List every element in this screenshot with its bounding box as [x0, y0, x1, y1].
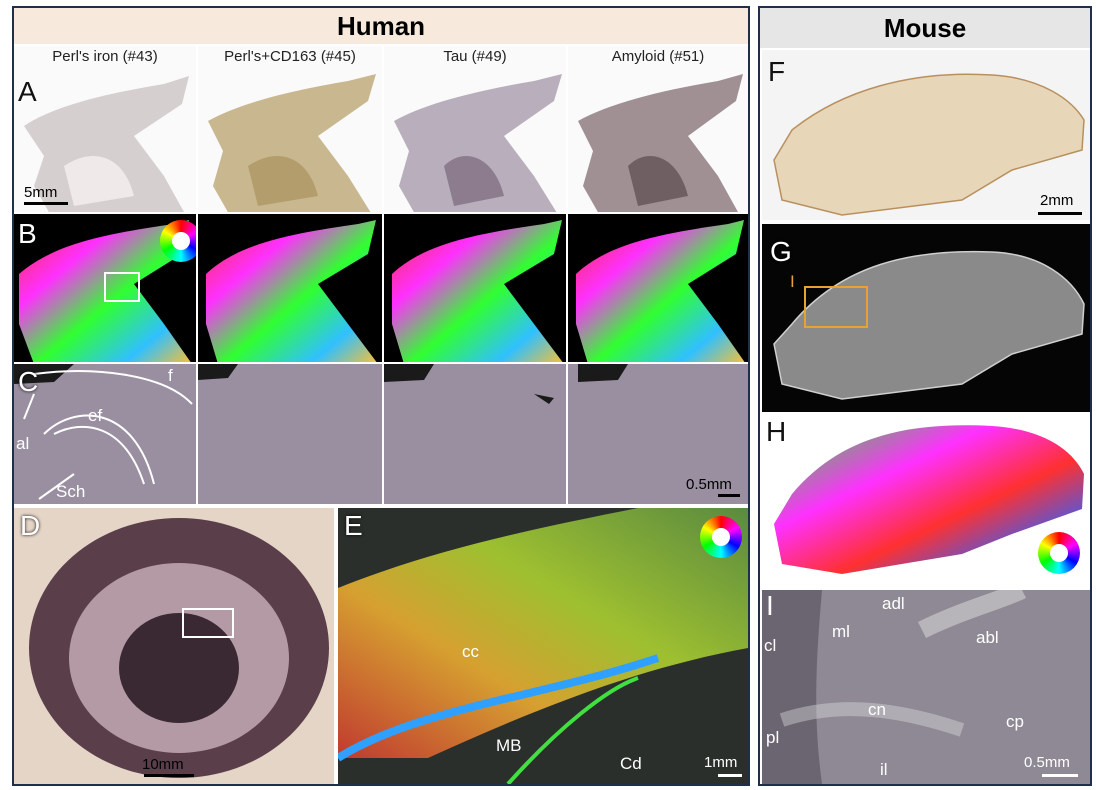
roi-box: [804, 286, 868, 328]
annotation-ml: ml: [832, 622, 850, 641]
annotation-al: al: [16, 434, 30, 453]
fiber-vector-field: [384, 364, 554, 404]
fiber-vector-field: [762, 590, 1027, 784]
panel-a-amyloid: Amyloid (#51): [568, 46, 748, 212]
scalebar-e: [718, 774, 742, 777]
tissue-section-image: [578, 74, 743, 212]
panel-e-corpus-callosum: E cc MB Cd 1mm: [338, 508, 748, 784]
panel-c-vector-3: [384, 364, 566, 504]
color-wheel-icon: [160, 220, 196, 262]
fiber-vector-field: [14, 364, 196, 504]
marker-i: I: [790, 272, 795, 291]
tissue-section-image: [208, 74, 376, 212]
panel-letter-g: G: [770, 236, 792, 267]
color-wheel-icon: [700, 516, 742, 558]
panel-letter-c: C: [18, 366, 39, 397]
sagittal-mouse-brain: [773, 250, 1085, 400]
panel-b-orientation-3: [384, 214, 566, 362]
scalebar-i: [1042, 774, 1078, 777]
panel-letter-f: F: [768, 56, 786, 87]
fiber-orientation-map: [774, 425, 1084, 574]
color-wheel-icon: [1038, 532, 1080, 574]
panel-f-mouse-section: F 2mm: [762, 50, 1090, 220]
annotation-il: il: [880, 760, 888, 779]
annotation-sch: Sch: [56, 482, 86, 501]
annotation-f: f: [168, 366, 173, 385]
annotation-cl: cl: [764, 636, 777, 655]
human-frame: [12, 6, 750, 786]
scalebar-label-c: 0.5mm: [686, 476, 732, 493]
panel-b-orientation-4: [568, 214, 748, 362]
annotation-ef: ef: [88, 406, 103, 425]
panel-letter-b: B: [18, 218, 37, 249]
fiber-orientation-map: [206, 220, 377, 362]
fiber-vector-field: [198, 364, 238, 380]
roi-box: [182, 608, 234, 638]
annotation-cc: cc: [462, 642, 479, 661]
panel-c-vector-1: C f ef al Sch: [14, 364, 196, 504]
stain-label: Perl's+CD163 (#45): [224, 48, 356, 65]
annotation-cd: Cd: [620, 754, 642, 773]
scalebar-label-a: 5mm: [24, 184, 58, 201]
panel-i-mouse-vector: I adl ml abl cl cn cp pl il 0.5mm: [762, 590, 1090, 784]
panel-b-orientation-2: [198, 214, 382, 362]
fiber-orientation-map: [392, 220, 563, 362]
roi-box: [104, 272, 140, 302]
scalebar-label-f: 2mm: [1040, 192, 1074, 209]
sagittal-mouse-brain: [773, 73, 1085, 216]
panel-h-mouse-orientation: H: [762, 414, 1090, 586]
panel-c-vector-2: [198, 364, 382, 504]
panel-a-tau: Tau (#49): [384, 46, 566, 212]
scalebar-label-i: 0.5mm: [1024, 754, 1070, 771]
panel-letter-e: E: [344, 510, 363, 541]
panel-d-coronal-section: D 10mm: [14, 508, 334, 784]
panel-letter-h: H: [766, 416, 787, 447]
panel-a-perls-cd163: Perl's+CD163 (#45): [198, 46, 382, 212]
scalebar-f: [1038, 212, 1082, 215]
panel-c-vector-4: 0.5mm: [568, 364, 748, 504]
panel-letter-a: A: [18, 76, 37, 107]
fiber-vector-field: [578, 364, 628, 382]
coronal-brain-photo: [29, 518, 329, 778]
annotation-cp: cp: [1006, 712, 1024, 731]
fiber-orientation-map: [576, 220, 745, 362]
human-title: Human: [14, 8, 748, 44]
panel-letter-d: D: [20, 510, 41, 541]
scalebar-a: [24, 202, 68, 205]
scalebar-d: [144, 774, 194, 777]
mouse-frame: [758, 6, 1092, 786]
scalebar-c: [718, 494, 740, 497]
scalebar-label-d: 10mm: [142, 756, 184, 773]
annotation-abl: abl: [976, 628, 999, 647]
annotation-mb: MB: [496, 736, 522, 755]
annotation-adl: adl: [882, 594, 905, 613]
annotation-cn: cn: [868, 700, 886, 719]
tissue-section-image: [394, 74, 562, 212]
stain-label: Tau (#49): [443, 48, 507, 65]
stain-label: Perl's iron (#43): [52, 48, 158, 65]
tissue-section-image: [24, 76, 189, 212]
annotation-pl: pl: [766, 728, 780, 747]
stain-label: Amyloid (#51): [611, 48, 705, 65]
panel-letter-i: I: [766, 590, 774, 621]
fiber-orientation-closeup: [338, 508, 748, 784]
panel-a-perls-iron: Perl's iron (#43) A 5mm: [14, 46, 196, 212]
mouse-title: Mouse: [760, 8, 1090, 48]
panel-g-mouse-grayscale: I G: [762, 224, 1090, 412]
panel-b-orientation-1: B: [14, 214, 196, 362]
scalebar-label-e: 1mm: [704, 754, 738, 771]
